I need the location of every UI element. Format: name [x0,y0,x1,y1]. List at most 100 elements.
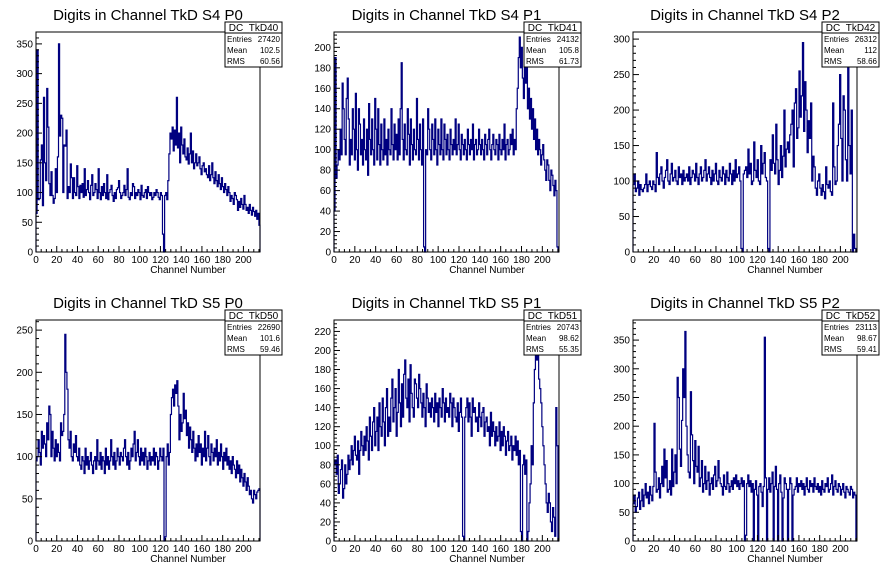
stats-label-rms: RMS [824,57,842,66]
y-tick-label: 300 [613,35,630,46]
y-tick-label: 140 [314,104,331,115]
stats-box: DC_TkD40Entries 27420Mean 102.5RMS 60.56 [225,22,282,67]
stats-label-mean: Mean [227,334,247,343]
x-tick-label: 100 [728,544,745,555]
y-tick-label: 150 [16,158,33,169]
y-tick-label: 250 [16,99,33,110]
x-tick-label: 0 [331,255,337,266]
stats-name: DC_TkD41 [528,23,578,34]
panel-title: Digits in Channel TkD S4 P0 [53,7,243,24]
y-tick-label: 250 [613,393,630,404]
x-axis-title: Channel Number [747,554,823,565]
stats-value-mean: 112 [864,46,877,55]
x-tick-label: 80 [113,544,125,555]
y-tick-label: 100 [613,479,630,490]
stats-label-rms: RMS [227,345,245,354]
x-axis: 0 20 40 60 80 100 120 140 160 180 200 [331,535,558,555]
y-tick-label: 100 [314,441,331,452]
histogram-grid-canvas: Digits in Channel TkD S4 P0 0 20 40 60 80 100 1… [0,0,896,574]
y-axis: 050100150200250300 [613,35,639,259]
y-tick-label: 300 [613,364,630,375]
y-tick-label: 0 [624,537,630,548]
histogram-series [633,43,857,252]
y-tick-label: 0 [325,537,331,548]
stats-label-entries: Entries [526,323,551,332]
stats-box: DC_TkD41Entries 24132Mean 105.8RMS 61.73 [524,22,581,67]
panel-title: Digits in Channel TkD S4 P1 [352,7,542,24]
stats-value-rms: 59.41 [857,345,878,354]
y-tick-label: 0 [27,248,33,259]
x-tick-label: 20 [51,544,63,555]
x-tick-label: 100 [430,255,447,266]
stats-value-entries: 26312 [855,35,878,44]
y-tick-label: 300 [16,69,33,80]
stats-label-rms: RMS [526,345,544,354]
y-tick-label: 50 [619,212,631,223]
stats-value-rms: 61.73 [559,57,580,66]
x-axis: 0 20 40 60 80 100 120 140 160 180 200 [331,246,558,266]
x-axis: 0 20 40 60 80 100 120 140 160 180 200 [630,535,856,555]
y-tick-label: 40 [320,498,332,509]
stats-name: DC_TkD52 [826,311,876,322]
y-tick-label: 200 [16,129,33,140]
y-tick-label: 80 [320,166,332,177]
y-axis: 020406080100120140160180200220 [314,324,340,548]
x-tick-label: 0 [331,544,337,555]
stats-value-entries: 23113 [855,323,877,332]
x-tick-label: 40 [370,544,382,555]
histogram-panel-6: Digits in Channel TkD S5 P2 0 20 40 60 80 100 1… [613,295,879,565]
y-tick-label: 350 [16,39,33,50]
histogram-series [334,341,559,541]
x-axis: 0 20 40 60 80 100 120 140 160 180 200 [33,246,259,266]
stats-name: DC_TkD42 [826,23,876,34]
x-tick-label: 0 [630,255,636,266]
stats-value-rms: 58.66 [857,57,878,66]
x-axis-title: Channel Number [449,265,525,276]
stats-value-mean: 105.8 [559,46,580,55]
y-tick-label: 80 [320,460,332,471]
y-tick-label: 60 [320,186,332,197]
y-tick-label: 40 [320,207,332,218]
histogram-panel-3: Digits in Channel TkD S4 P20 20 40 60 80 100 1… [613,7,879,276]
x-tick-label: 20 [349,544,361,555]
stats-name: DC_TkD51 [528,311,578,322]
y-tick-label: 250 [16,326,33,337]
y-tick-label: 50 [22,494,34,505]
y-tick-label: 60 [320,479,332,490]
x-tick-label: 80 [710,544,722,555]
histogram-series [633,331,857,541]
stats-name: DC_TkD50 [229,311,279,322]
histogram-series [334,37,559,252]
stats-value-rms: 59.46 [260,345,281,354]
y-tick-label: 180 [314,365,331,376]
y-tick-label: 200 [613,422,630,433]
histogram-panel-2: Digits in Channel TkD S4 P1 0 20 40 60 80 100 1… [314,7,581,276]
y-tick-label: 20 [320,227,332,238]
y-tick-label: 220 [314,327,331,338]
y-tick-label: 150 [613,450,630,461]
x-tick-label: 80 [113,255,125,266]
x-axis-title: Channel Number [747,265,823,276]
stats-label-entries: Entries [526,35,551,44]
stats-label-entries: Entries [227,35,252,44]
stats-label-mean: Mean [526,46,546,55]
y-tick-label: 0 [27,537,33,548]
stats-value-entries: 24132 [557,35,580,44]
x-tick-label: 60 [391,255,403,266]
y-tick-label: 200 [314,346,331,357]
x-tick-label: 80 [412,255,424,266]
stats-label-mean: Mean [824,334,844,343]
stats-value-entries: 22690 [258,323,281,332]
stats-label-mean: Mean [824,46,844,55]
y-tick-label: 100 [16,452,33,463]
y-tick-label: 0 [325,248,331,259]
stats-box: DC_TkD42Entries 26312Mean 112RMS 58.66 [822,22,879,67]
x-tick-label: 60 [690,544,702,555]
y-tick-label: 150 [613,141,630,152]
x-tick-label: 100 [131,255,148,266]
x-tick-label: 20 [51,255,63,266]
y-tick-label: 180 [314,63,331,74]
x-tick-label: 80 [710,255,722,266]
x-tick-label: 100 [131,544,148,555]
y-tick-label: 120 [314,422,331,433]
